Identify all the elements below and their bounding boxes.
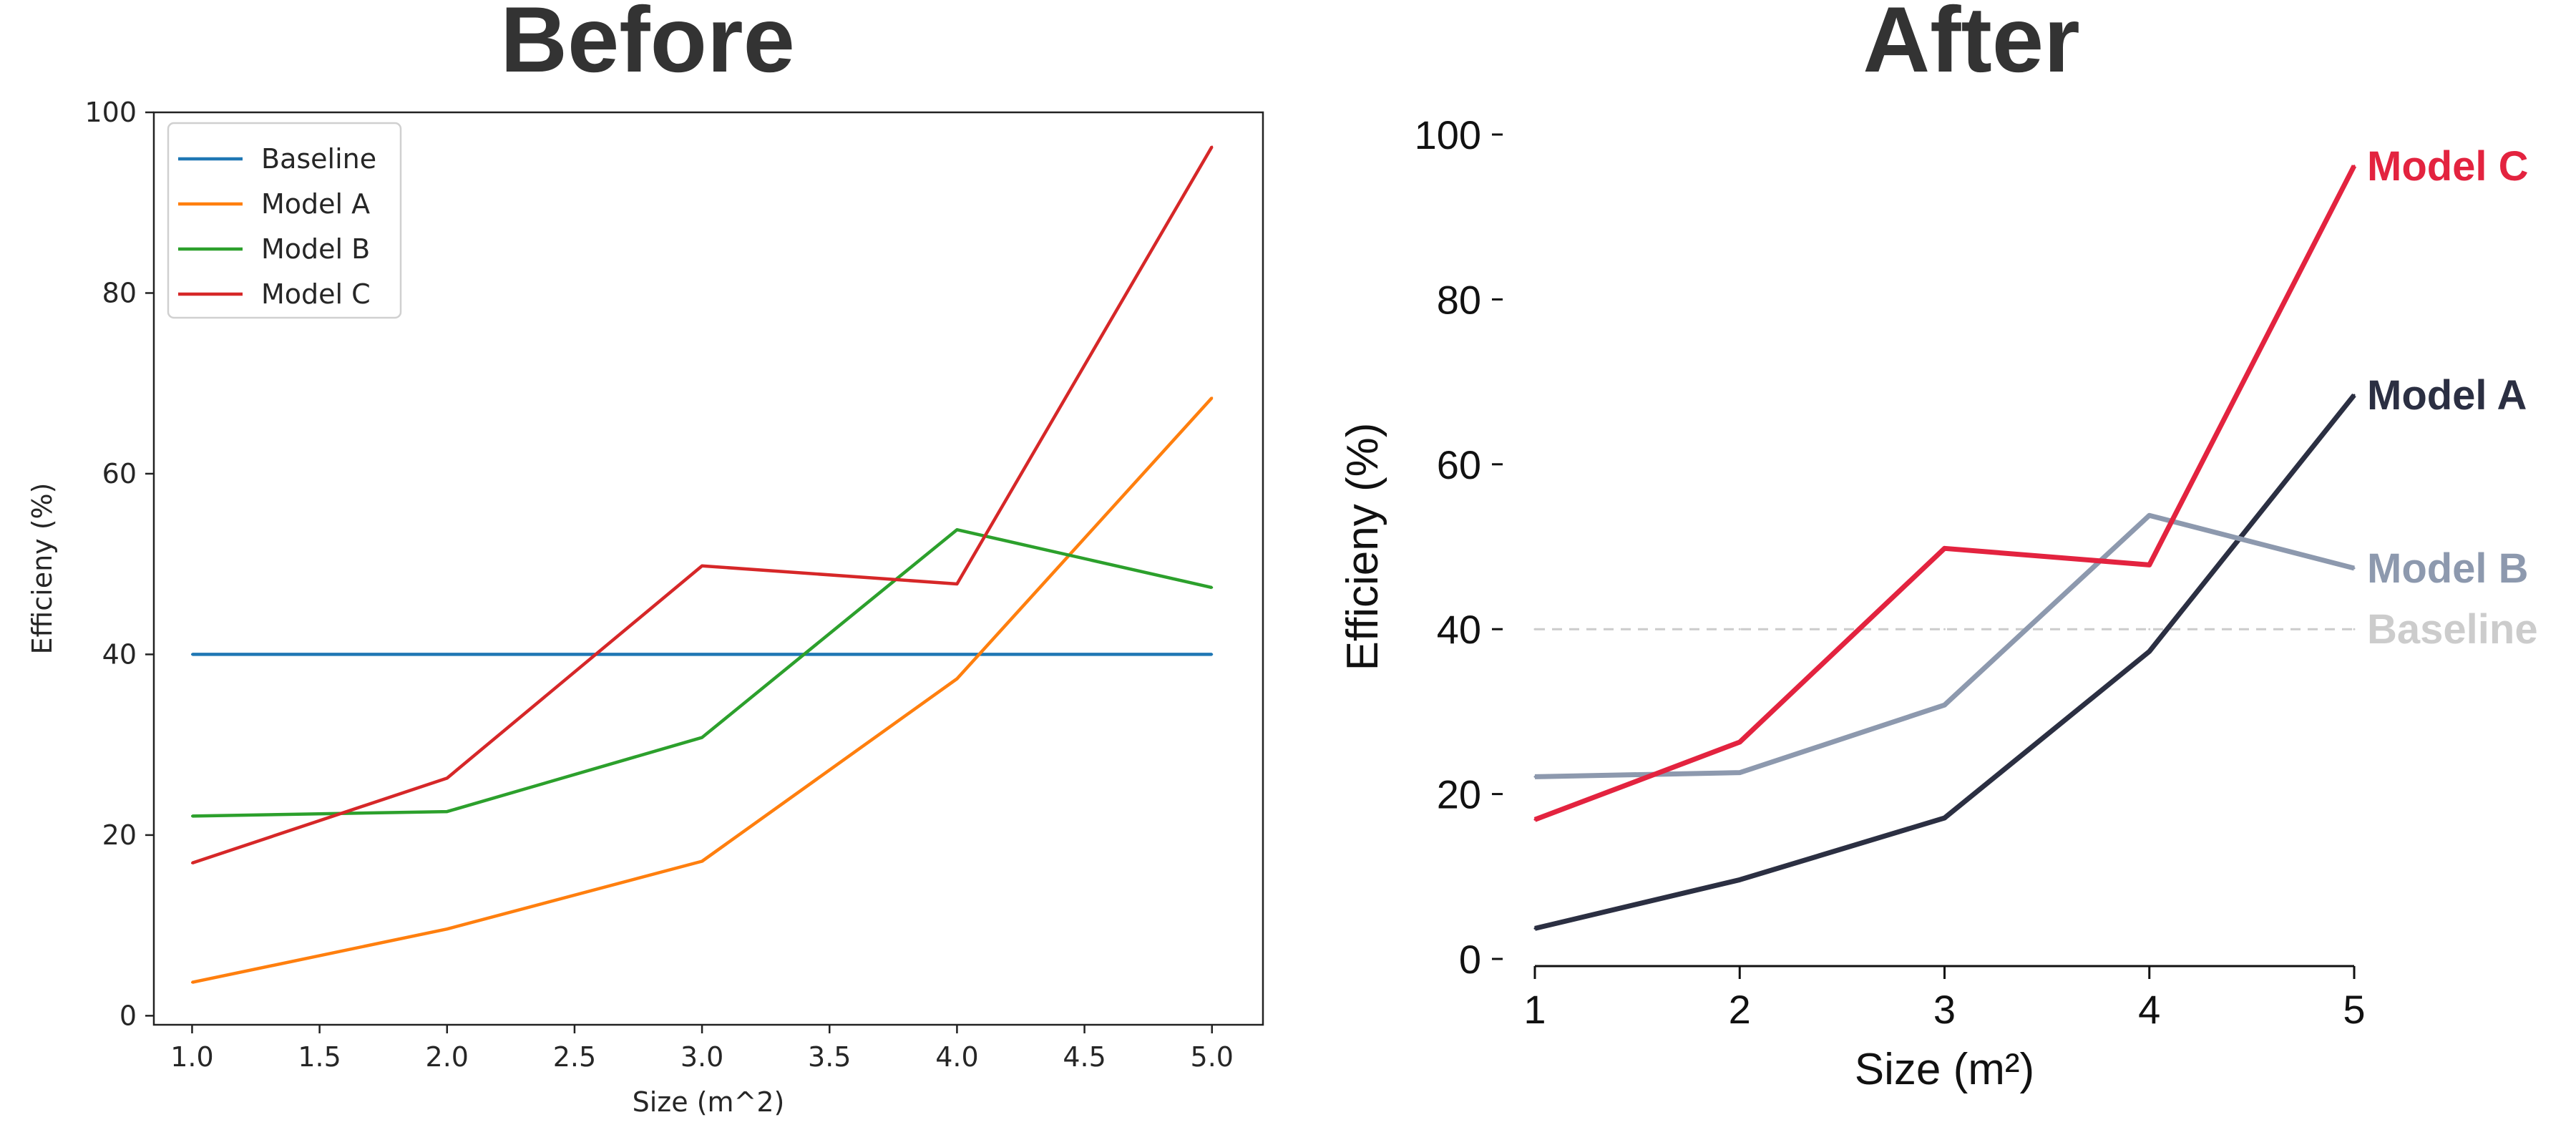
- plot-frame: [152, 111, 1264, 1026]
- series-label-model-c: Model C: [2367, 143, 2529, 190]
- data-point-model-b: [955, 528, 958, 531]
- data-point-model-c: [701, 565, 703, 567]
- x-tick-label: 5: [2343, 987, 2365, 1032]
- series-line-model-a: [191, 396, 1214, 984]
- data-point-baseline: [701, 653, 703, 656]
- y-tick-label: 0: [1459, 937, 1481, 982]
- series-line-model-c: [1533, 165, 2357, 822]
- x-tick-label: 5.0: [1191, 1041, 1234, 1073]
- y-tick-label: 0: [119, 1000, 137, 1031]
- y-tick-label: 100: [84, 97, 137, 128]
- before-chart: 1.0 1.5 2.0 2.5 3.0 3.5 4.0 4.5 5.0 0 20 40 60 80 100 S…: [26, 97, 1264, 1118]
- data-point-model-a: [2353, 394, 2356, 396]
- y-tick-label: 40: [1437, 607, 1481, 652]
- series-line-model-b: [1534, 512, 2355, 779]
- data-point-model-b: [1738, 771, 1741, 774]
- series-line-model-a: [1534, 393, 2356, 931]
- y-tick-label: 60: [1437, 442, 1481, 487]
- legend-label-model-a: Model A: [261, 188, 370, 220]
- data-point-model-c: [1211, 145, 1214, 148]
- x-tick-label: 4: [2138, 987, 2160, 1032]
- y-axis-label: Efficieny (%): [26, 483, 58, 655]
- data-point-model-c: [955, 583, 958, 585]
- data-point-baseline: [190, 653, 193, 656]
- y-tick-label: 80: [1437, 277, 1481, 322]
- data-point-model-a: [190, 981, 193, 984]
- data-point-model-c: [1943, 547, 1946, 550]
- series-line-model-b: [192, 527, 1213, 818]
- x-axis-label: Size (m^2): [633, 1086, 785, 1118]
- x-tick-label: 1.0: [170, 1041, 213, 1073]
- data-point-model-a: [1943, 817, 1946, 819]
- data-point-model-a: [701, 860, 703, 863]
- x-tick-label: 1.5: [298, 1041, 341, 1073]
- data-point-model-b: [1943, 703, 1946, 706]
- x-axis-label: Size (m²): [1855, 1045, 2034, 1094]
- series-label-baseline: Baseline: [2367, 606, 2538, 653]
- data-point-model-a: [1533, 927, 1536, 930]
- data-point-model-a: [1738, 878, 1741, 881]
- data-point-baseline: [2353, 628, 2356, 630]
- data-point-model-c: [190, 862, 193, 864]
- data-point-model-b: [190, 814, 193, 817]
- y-tick-label: 40: [102, 638, 137, 670]
- data-point-model-b: [446, 810, 449, 813]
- legend-label-model-c: Model C: [261, 278, 371, 310]
- data-point-baseline: [2148, 628, 2151, 630]
- y-tick-label: 80: [102, 277, 137, 308]
- series-label-model-a: Model A: [2367, 372, 2527, 419]
- data-point-model-a: [1211, 396, 1214, 399]
- y-tick-label: 100: [1415, 112, 1481, 157]
- data-point-model-a: [955, 678, 958, 681]
- data-point-model-c: [1738, 741, 1741, 744]
- y-axis-label: Efficieny (%): [1338, 423, 1387, 671]
- data-point-model-b: [1211, 586, 1214, 589]
- legend-label-baseline: Baseline: [261, 143, 376, 175]
- x-tick-label: 3: [1933, 987, 1956, 1032]
- x-tick-label: 4.0: [935, 1041, 978, 1073]
- before-chart-title: Before: [500, 0, 795, 92]
- data-point-model-b: [2353, 567, 2356, 570]
- y-tick-label: 60: [102, 458, 137, 489]
- data-point-baseline: [955, 653, 958, 656]
- y-tick-label: 20: [102, 819, 137, 851]
- x-tick-label: 3.0: [680, 1041, 723, 1073]
- data-point-model-b: [1533, 775, 1536, 778]
- data-point-baseline: [1533, 628, 1536, 630]
- data-point-baseline: [1211, 653, 1214, 656]
- data-point-model-c: [446, 776, 449, 779]
- x-tick-label: 3.5: [808, 1041, 851, 1073]
- data-point-model-a: [446, 927, 449, 930]
- legend-box: [167, 122, 402, 319]
- x-tick-label: 1: [1523, 987, 1546, 1032]
- x-tick-label: 2.5: [553, 1041, 596, 1073]
- data-point-model-c: [2148, 563, 2151, 566]
- x-tick-label: 4.5: [1063, 1041, 1106, 1073]
- legend-label-model-b: Model B: [261, 233, 370, 265]
- data-point-model-b: [2148, 514, 2151, 517]
- data-point-baseline: [446, 653, 449, 656]
- data-point-model-b: [701, 736, 703, 739]
- data-point-model-c: [2353, 165, 2356, 167]
- data-point-baseline: [1943, 628, 1946, 630]
- data-point-model-c: [1533, 818, 1536, 821]
- after-chart: 1 2 3 4 5 0 20 40 60 80 100 Size (m²) Efficieny (%) B…: [1338, 112, 2538, 1094]
- x-tick-label: 2.0: [426, 1041, 469, 1073]
- data-point-baseline: [1738, 628, 1741, 630]
- x-tick-label: 2: [1729, 987, 1751, 1032]
- series-label-model-b: Model B: [2367, 545, 2529, 592]
- y-tick-label: 20: [1437, 772, 1481, 817]
- data-point-model-a: [2148, 650, 2151, 653]
- after-chart-title: After: [1863, 0, 2079, 92]
